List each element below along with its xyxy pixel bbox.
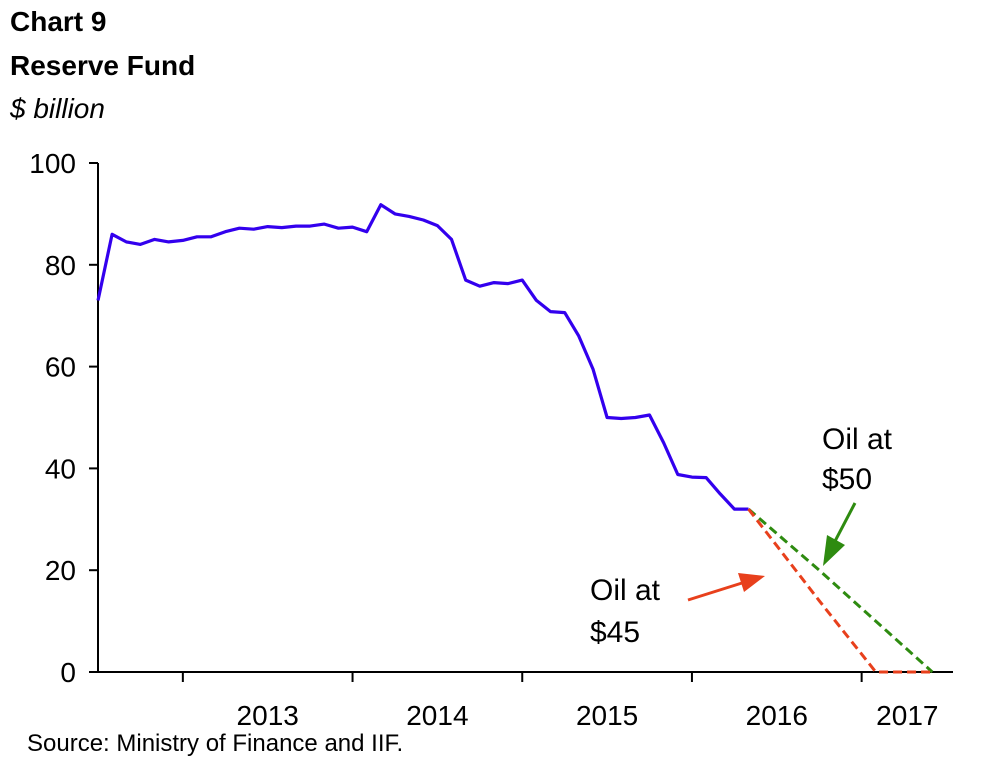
source-note: Source: Ministry of Finance and IIF. <box>27 730 404 757</box>
annotation-oil45-arrowhead <box>738 573 765 592</box>
annotation-oil45-line1: Oil at <box>590 574 661 607</box>
annotation-oil50-line2: $50 <box>822 463 872 496</box>
chart-subtitle: Reserve Fund <box>10 50 196 81</box>
y-tick-label: 60 <box>45 352 76 383</box>
x-tick-label: 2016 <box>746 700 808 731</box>
y-tick-label: 0 <box>60 657 76 688</box>
annotation-oil50-line1: Oil at <box>822 423 893 456</box>
x-tick-label: 2013 <box>237 700 299 731</box>
annotation-oil50-arrowhead <box>823 535 845 566</box>
x-tick-label: 2015 <box>576 700 638 731</box>
y-tick-label: 80 <box>45 250 76 281</box>
y-tick-label: 40 <box>45 453 76 484</box>
series-line-oil-at-45 <box>747 508 933 674</box>
y-tick-label: 20 <box>45 555 76 586</box>
annotation-oil50-arrow-shaft <box>831 502 857 546</box>
x-tick-label: 2017 <box>876 700 938 731</box>
annotation-oil45-line2: $45 <box>590 616 640 649</box>
y-tick-label: 100 <box>29 148 76 179</box>
series-line-oil-at-50 <box>747 507 934 674</box>
annotation-oil45-arrow-shaft <box>687 581 743 602</box>
x-tick-label: 2014 <box>406 700 468 731</box>
chart-unit-label: $ billion <box>10 93 105 124</box>
series-line-reserve-fund <box>96 203 749 511</box>
chart-title: Chart 9 <box>10 6 107 37</box>
